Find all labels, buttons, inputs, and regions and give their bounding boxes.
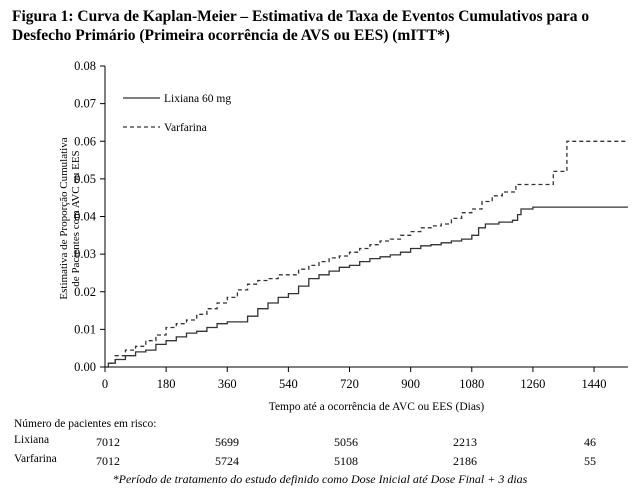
x-axis-label: Tempo até a ocorrência de AVC ou EES (Di… bbox=[269, 401, 485, 413]
x-tick-label: 1260 bbox=[520, 377, 545, 391]
x-tick-label: 540 bbox=[279, 377, 298, 391]
risk-lixiana-value: 46 bbox=[560, 435, 620, 450]
series-line-lixiana bbox=[105, 207, 628, 367]
y-axis-label-line-1: Estimativa de Proporção Cumulativa bbox=[58, 137, 70, 299]
x-tick-label: 0 bbox=[102, 377, 108, 391]
legend-label-varfarina: Varfarina bbox=[164, 122, 207, 134]
x-tick-label: 720 bbox=[340, 377, 359, 391]
risk-varfarina-value: 2186 bbox=[435, 454, 495, 469]
x-tick-label: 180 bbox=[157, 377, 176, 391]
y-tick-label: 0.06 bbox=[74, 134, 96, 148]
risk-lixiana-value: 5056 bbox=[316, 435, 376, 450]
risk-table-header: Número de pacientes em risco: bbox=[14, 418, 156, 430]
footnote: *Período de tratamento do estudo definid… bbox=[0, 472, 640, 487]
x-tick-label: 900 bbox=[401, 377, 420, 391]
series-line-varfarina bbox=[105, 141, 628, 367]
x-tick-label: 1440 bbox=[582, 377, 607, 391]
x-tick-label: 360 bbox=[218, 377, 237, 391]
risk-lixiana-value: 2213 bbox=[435, 435, 495, 450]
x-tick-label: 1080 bbox=[459, 377, 484, 391]
y-tick-label: 0.01 bbox=[74, 322, 96, 336]
risk-varfarina-value: 5108 bbox=[316, 454, 376, 469]
risk-varfarina-value: 5724 bbox=[197, 454, 257, 469]
y-tick-label: 0.08 bbox=[74, 59, 96, 73]
y-tick-label: 0.00 bbox=[74, 360, 96, 374]
risk-varfarina-value: 55 bbox=[560, 454, 620, 469]
legend-label-lixiana: Lixiana 60 mg bbox=[164, 93, 231, 105]
kaplan-meier-chart: 0.000.010.020.030.040.050.060.070.080 180… bbox=[0, 0, 640, 420]
risk-varfarina-value: 7012 bbox=[78, 454, 138, 469]
y-axis-label-line-2: de Pacientes com AVC ou EES bbox=[70, 150, 82, 286]
risk-row-label-lixiana: Lixiana bbox=[14, 434, 49, 446]
y-tick-label: 0.07 bbox=[74, 97, 96, 111]
risk-lixiana-value: 5699 bbox=[197, 435, 257, 450]
risk-row-label-varfarina: Varfarina bbox=[14, 453, 57, 465]
risk-lixiana-value: 7012 bbox=[78, 435, 138, 450]
